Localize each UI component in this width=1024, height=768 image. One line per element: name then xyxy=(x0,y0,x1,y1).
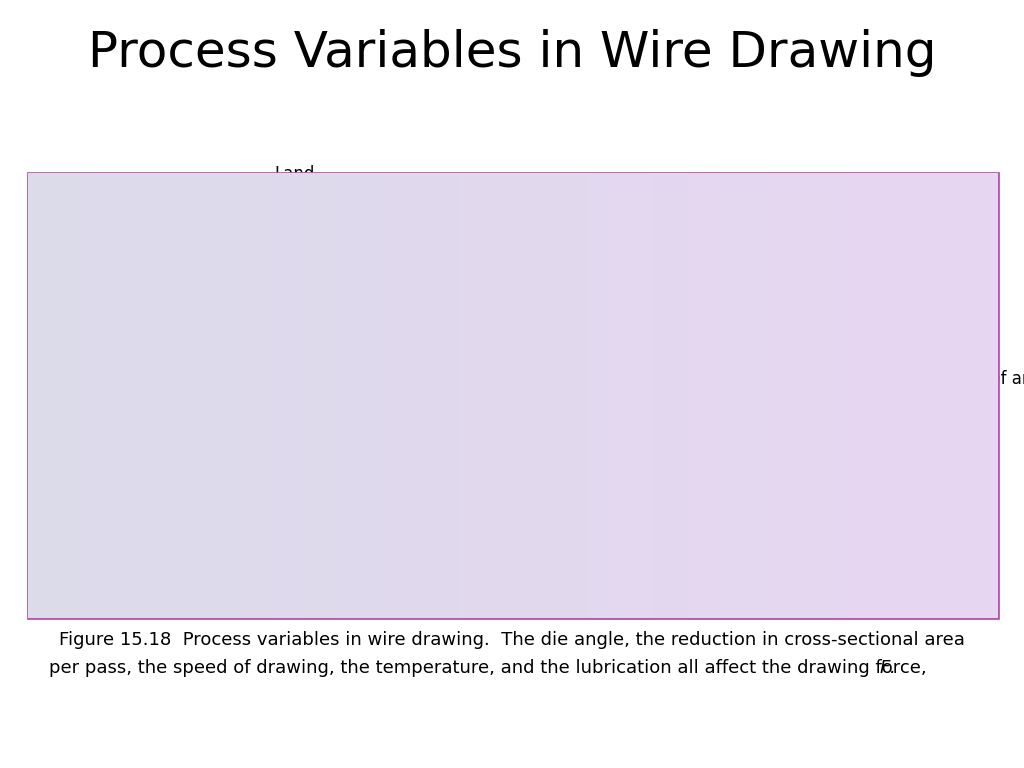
Bar xyxy=(55,416,130,420)
Bar xyxy=(295,380,460,382)
Text: Workpiece: Workpiece xyxy=(733,454,827,472)
Text: $\alpha$: $\alpha$ xyxy=(101,344,115,362)
Bar xyxy=(295,385,460,386)
Text: per pass, the speed of drawing, the temperature, and the lubrication all affect : per pass, the speed of drawing, the temp… xyxy=(49,659,939,677)
Bar xyxy=(55,356,130,360)
Bar xyxy=(295,391,460,392)
Text: Die: Die xyxy=(200,563,225,578)
Bar xyxy=(55,348,130,352)
Polygon shape xyxy=(130,338,319,378)
Bar xyxy=(295,376,460,378)
Bar xyxy=(55,360,130,364)
Bar xyxy=(55,368,130,372)
Bar xyxy=(55,340,130,344)
Bar xyxy=(55,332,130,336)
Text: Land: Land xyxy=(274,165,315,183)
Bar xyxy=(55,420,130,424)
Bar xyxy=(55,428,130,432)
Bar xyxy=(55,352,130,356)
Bar xyxy=(55,444,130,448)
Bar xyxy=(55,380,130,384)
Polygon shape xyxy=(130,328,295,448)
Bar xyxy=(55,404,130,408)
Bar xyxy=(295,382,460,383)
Bar xyxy=(295,378,460,379)
Ellipse shape xyxy=(46,328,63,448)
Bar xyxy=(295,392,460,394)
Bar xyxy=(55,364,130,368)
Bar xyxy=(55,392,130,396)
Wedge shape xyxy=(780,393,935,412)
Bar xyxy=(55,436,130,440)
Bar xyxy=(55,396,130,400)
Bar xyxy=(295,399,460,400)
Bar xyxy=(55,376,130,380)
Text: Figure 15.18  Process variables in wire drawing.  The die angle, the reduction i: Figure 15.18 Process variables in wire d… xyxy=(59,631,965,649)
Text: $F$.: $F$. xyxy=(879,659,895,677)
Bar xyxy=(55,336,130,340)
Bar xyxy=(55,424,130,428)
Bar xyxy=(55,344,130,348)
Polygon shape xyxy=(130,228,319,338)
Bar xyxy=(295,379,460,380)
Circle shape xyxy=(625,238,935,548)
Bar xyxy=(295,375,460,376)
Bar xyxy=(295,383,460,385)
Bar xyxy=(55,432,130,436)
Bar xyxy=(295,373,460,375)
Bar xyxy=(295,386,460,388)
Polygon shape xyxy=(130,398,319,438)
Text: Wire or rod: Wire or rod xyxy=(375,440,460,455)
Polygon shape xyxy=(130,438,319,558)
Text: Die
angle: Die angle xyxy=(68,322,111,354)
Bar xyxy=(55,400,130,404)
Bar xyxy=(55,372,130,376)
Bar xyxy=(295,389,460,391)
Bar xyxy=(295,400,460,402)
Bar xyxy=(295,402,460,403)
Bar xyxy=(295,388,460,389)
Text: $A_o$: $A_o$ xyxy=(80,369,104,391)
Ellipse shape xyxy=(455,373,465,403)
Circle shape xyxy=(290,383,300,393)
Bar xyxy=(55,408,130,412)
Text: Process Variables in Wire Drawing: Process Variables in Wire Drawing xyxy=(88,29,936,77)
Bar xyxy=(295,394,460,396)
Wedge shape xyxy=(625,238,935,393)
Bar xyxy=(55,440,130,444)
Circle shape xyxy=(273,366,317,410)
Bar xyxy=(55,328,130,332)
Bar xyxy=(295,396,460,397)
Bar xyxy=(55,388,130,392)
Text: Land: Land xyxy=(758,304,802,322)
Bar xyxy=(295,397,460,399)
Text: $\alpha$: $\alpha$ xyxy=(714,402,726,420)
Text: $A_f$: $A_f$ xyxy=(379,369,401,391)
Text: $F$: $F$ xyxy=(512,376,525,396)
Bar xyxy=(55,412,130,416)
Text: Relief angle: Relief angle xyxy=(961,370,1024,388)
Bar xyxy=(55,384,130,388)
